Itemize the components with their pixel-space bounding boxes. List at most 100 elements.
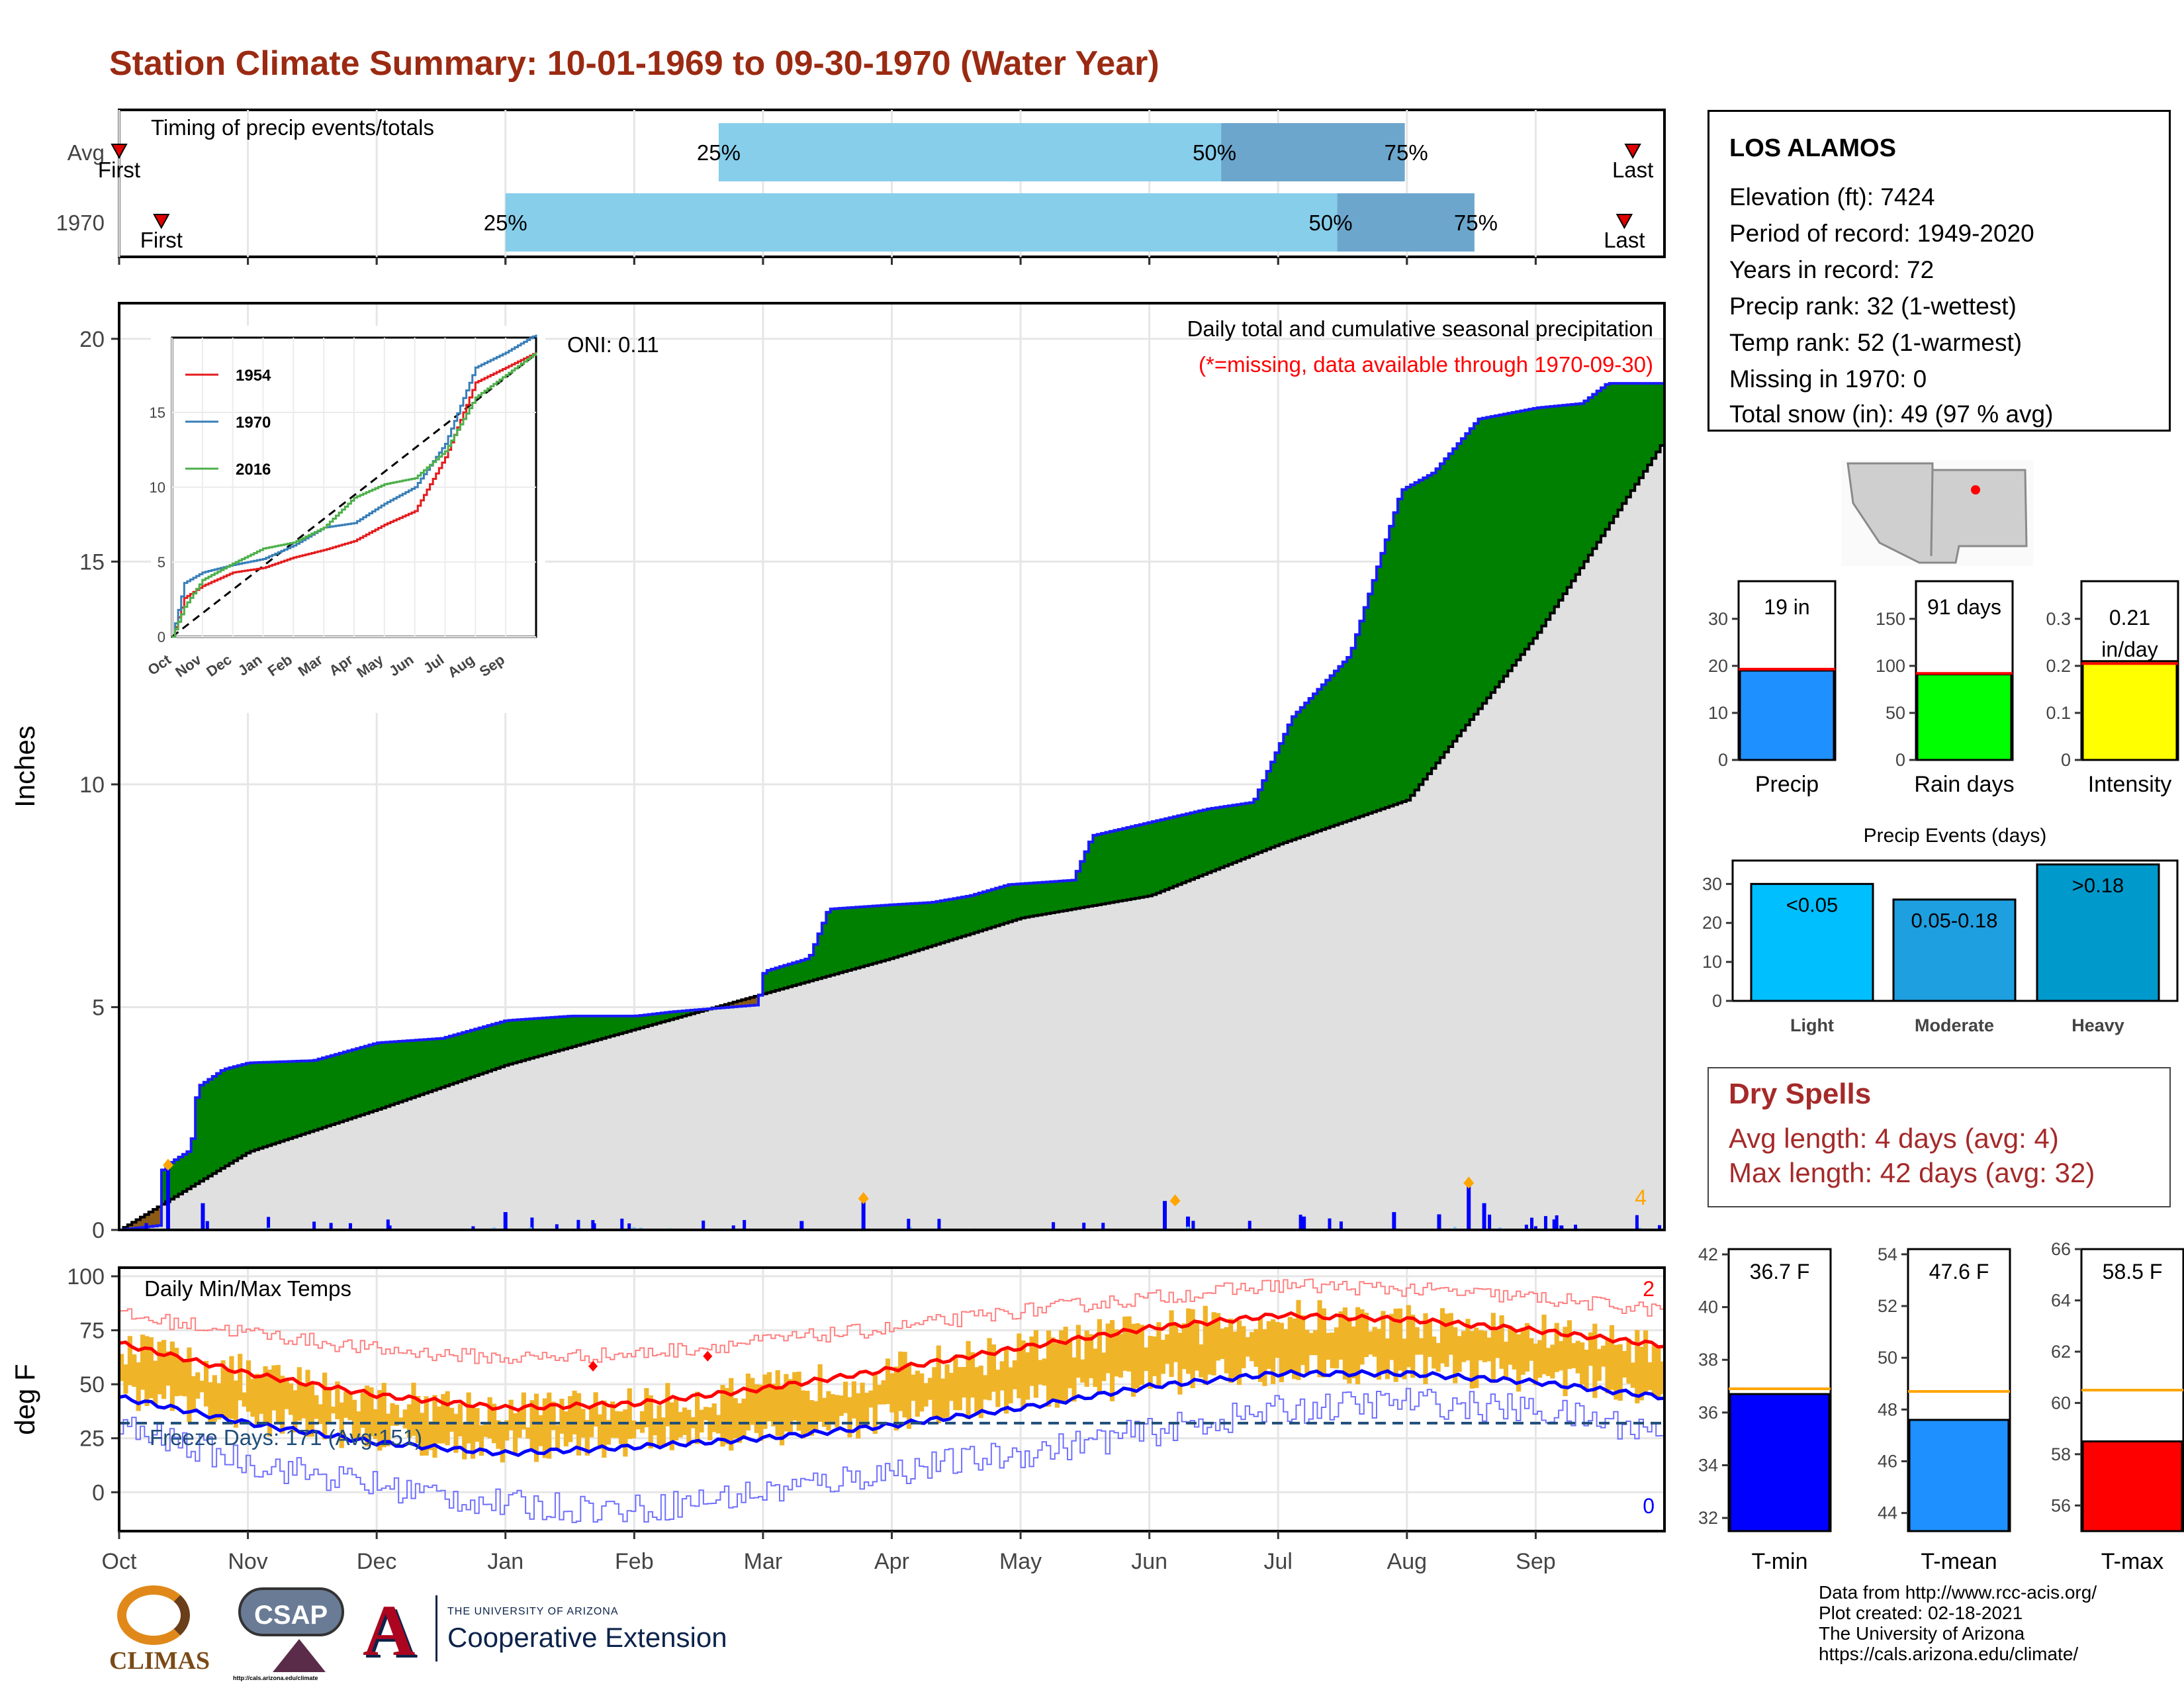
temp-daily-bar	[365, 1385, 370, 1447]
temp-daily-bar	[263, 1366, 268, 1426]
precip-departure-band	[800, 960, 805, 984]
temp-daily-bar	[238, 1354, 243, 1401]
precip-departure-band	[1186, 814, 1191, 882]
temp-daily-bar	[478, 1425, 484, 1456]
events-bar-label: >0.18	[2072, 874, 2124, 897]
precip-daily-bar	[1186, 1227, 1190, 1230]
precip-departure-band	[877, 906, 882, 962]
ua-extension-logo: A THE UNIVERSITY OF ARIZONA Cooperative …	[363, 1589, 747, 1671]
precip-departure-band	[1397, 498, 1402, 804]
temp-summary-tick-label: 56	[2051, 1495, 2071, 1515]
precip-daily-bar	[1052, 1222, 1056, 1230]
precip-departure-band	[885, 905, 890, 961]
precip-departure-band	[983, 892, 988, 930]
timing-last-label: Last	[1612, 158, 1653, 182]
temp-daily-bar	[1253, 1329, 1259, 1367]
precip-departure-band	[1601, 387, 1606, 536]
temp-daily-bar	[648, 1395, 653, 1449]
temp-daily-bar	[1169, 1310, 1174, 1378]
location-map	[1841, 460, 2033, 566]
precip-departure-band	[1287, 725, 1293, 841]
precip-departure-band	[809, 955, 814, 981]
temp-summary-tick-label: 64	[2051, 1290, 2071, 1310]
events-category-label: Moderate	[1915, 1015, 1994, 1035]
temp-summary-label: T-max	[2101, 1549, 2163, 1574]
temp-daily-bar	[512, 1413, 518, 1454]
precip-summary-tick-label: 10	[1708, 703, 1728, 723]
precip-departure-band	[1342, 661, 1347, 823]
precip-summary-tick-label: 0.2	[2046, 656, 2071, 676]
events-bar	[1892, 898, 2017, 1002]
ua-a-icon: A	[363, 1590, 416, 1671]
precip-departure-band	[161, 1170, 166, 1205]
temp-summary-bar	[1908, 1419, 2010, 1532]
temp-summary-tick-label: 40	[1698, 1297, 1718, 1317]
precip-departure-band	[1368, 594, 1373, 814]
temp-daily-bar	[1296, 1299, 1301, 1380]
temp-daily-bar	[1550, 1344, 1555, 1379]
precip-departure-band	[148, 1211, 154, 1227]
credits: Data from http://www.rcc-acis.org/ Plot …	[1819, 1582, 2097, 1664]
temp-daily-bar	[1499, 1315, 1504, 1369]
temp-ytick-label: 50	[79, 1372, 105, 1397]
precip-ytick-label: 15	[79, 549, 105, 575]
precip-departure-band	[970, 895, 975, 934]
precip-departure-band	[1347, 657, 1352, 821]
precip-departure-band	[851, 907, 856, 970]
temp-ylabel: deg F	[9, 1364, 40, 1434]
precip-departure-band	[1499, 414, 1504, 682]
temp-daily-bar	[1397, 1308, 1403, 1371]
temp-daily-bar	[902, 1352, 907, 1418]
temp-daily-bar	[1363, 1313, 1369, 1358]
precip-departure-band	[1245, 803, 1250, 858]
temp-daily-bar	[1118, 1334, 1123, 1378]
precip-departure-band	[504, 1021, 510, 1066]
temp-daily-bar	[347, 1391, 353, 1421]
precip-daily-bar	[1498, 1227, 1502, 1230]
temp-daily-bar	[872, 1372, 878, 1434]
temp-summary-tick-label: 44	[1878, 1503, 1897, 1523]
precip-departure-band	[1084, 851, 1089, 908]
temp-title: Daily Min/Max Temps	[144, 1276, 351, 1301]
temp-daily-bar	[1012, 1360, 1018, 1389]
precip-departure-band	[132, 1222, 137, 1229]
temp-daily-bar	[1351, 1326, 1356, 1379]
temp-daily-bar	[1114, 1329, 1119, 1377]
precip-departure-band	[1296, 712, 1301, 839]
precip-departure-band	[1054, 881, 1060, 912]
temp-daily-bar	[987, 1338, 992, 1401]
temp-daily-bar	[267, 1369, 273, 1436]
temp-daily-bar	[1271, 1319, 1276, 1384]
temp-daily-bar	[1381, 1311, 1386, 1374]
temp-daily-bar	[1402, 1338, 1407, 1380]
precip-departure-band	[195, 1098, 201, 1184]
temp-daily-bar	[1004, 1346, 1009, 1414]
credit-line: https://cals.arizona.edu/climate/	[1819, 1644, 2079, 1664]
temp-daily-bar	[533, 1393, 539, 1462]
precip-daily-bar	[592, 1223, 596, 1230]
precip-departure-band	[1584, 400, 1589, 562]
precip-departure-band	[1262, 780, 1267, 851]
temp-daily-bar	[813, 1401, 819, 1432]
temp-daily-bar	[538, 1415, 543, 1446]
temp-daily-bar	[1245, 1337, 1250, 1357]
temp-daily-bar	[381, 1383, 387, 1448]
temp-daily-bar	[665, 1383, 670, 1427]
temp-daily-bar	[195, 1372, 201, 1399]
temp-daily-bar	[1541, 1314, 1547, 1374]
precip-daily-bar	[1658, 1225, 1662, 1230]
precip-departure-band	[512, 1019, 518, 1063]
temp-summary-tick-label: 32	[1698, 1508, 1718, 1528]
temp-daily-bar	[1313, 1330, 1318, 1356]
temp-daily-bar	[775, 1370, 780, 1436]
events-category-label: Light	[1790, 1015, 1834, 1035]
precip-departure-band	[1639, 383, 1644, 478]
temp-daily-bar	[1584, 1349, 1589, 1389]
temp-daily-bar	[259, 1374, 264, 1414]
precip-departure-band	[639, 1015, 645, 1028]
temp-daily-bar	[1520, 1327, 1525, 1375]
temp-daily-bar	[1503, 1341, 1509, 1380]
precip-departure-band	[1130, 826, 1136, 899]
temp-daily-bar	[1474, 1327, 1479, 1388]
precip-departure-band	[1313, 694, 1318, 833]
